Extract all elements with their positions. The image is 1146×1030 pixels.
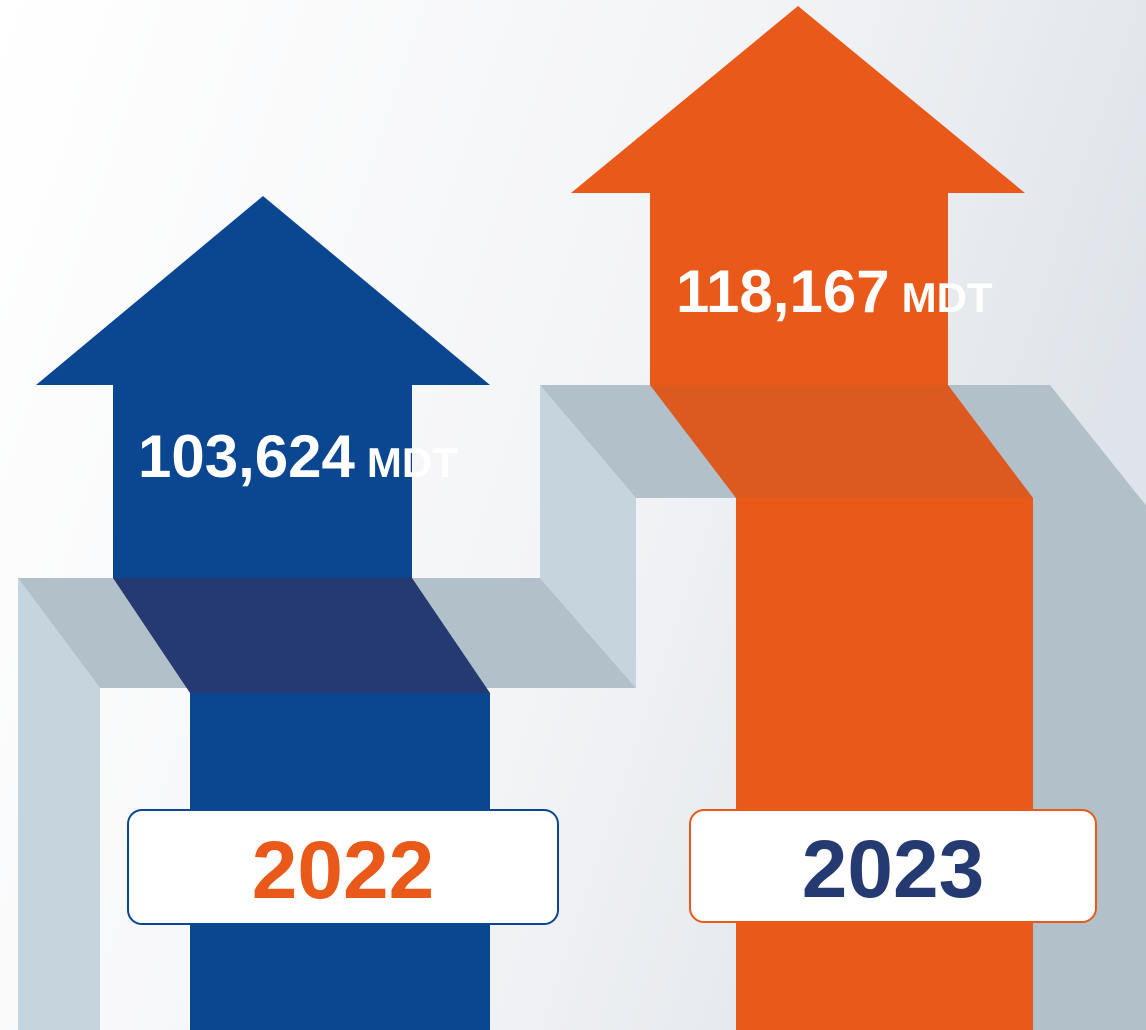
value: 118,167 <box>676 258 890 325</box>
unit: MDT <box>367 439 458 486</box>
infographic: 103,624MDT 118,167MDT 2022 2023 <box>0 0 1146 1030</box>
ribbon-right <box>1033 498 1146 1030</box>
unit: MDT <box>902 274 993 321</box>
value: 103,624 <box>138 423 356 490</box>
arrow-shaft <box>736 498 1033 1030</box>
year-label: 2022 <box>252 825 434 916</box>
year-label: 2023 <box>802 824 984 915</box>
